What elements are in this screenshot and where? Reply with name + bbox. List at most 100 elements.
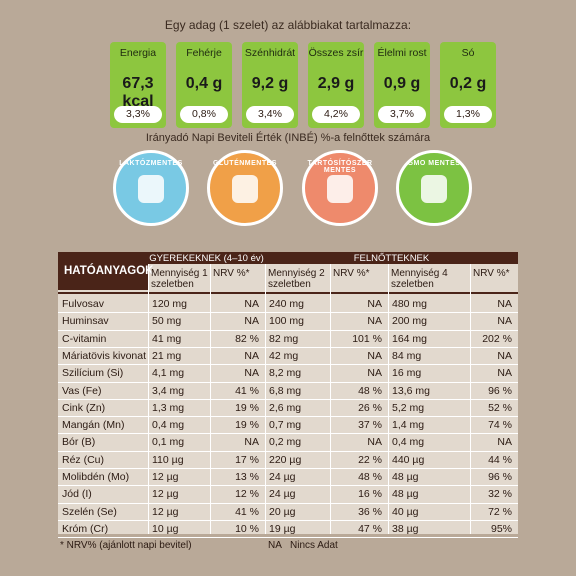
row-line [58,329,518,331]
nutrition-value: 2,9 g [317,75,355,92]
ingredient-name: Szelén (Se) [62,505,117,518]
column-header: NRV %* [333,268,370,279]
table-cell: NA [367,367,382,380]
ingredient-name: C-vitamin [62,332,107,345]
table-cell: 48 µg [392,471,419,483]
table-cell: 13,6 mg [392,384,430,397]
nutrition-value: 67,3 kcal [122,75,154,110]
column-divider [210,264,211,534]
table-cell: 40 µg [392,505,419,518]
table-cell: 20 µg [269,505,296,518]
title-cell [58,252,148,290]
nutrition-percent: 0,8% [180,106,228,123]
table-cell: 38 µg [392,522,419,535]
table-cell: 3,4 mg [152,384,185,397]
ingredient-name: Huminsav [62,315,109,328]
ingredient-name: Mangán (Mn) [62,419,125,432]
table-cell: 82 % [235,332,259,345]
table-cell: 8,2 mg [269,367,302,380]
row-line [58,398,518,400]
table-cell: NA [497,367,512,380]
nutrition-label: Szénhidrát [244,47,296,59]
nutrition-percent: 3,4% [246,106,294,123]
table-cell: 164 mg [392,332,428,345]
table-cell: 26 % [358,401,382,414]
badge-text: GMO MENTES [407,160,461,167]
table-cell: 19 % [235,419,259,432]
table-cell: 37 % [358,419,382,432]
table-cell: 0,2 mg [269,436,302,449]
table-cell: 96 % [488,471,512,483]
nutrition-box: Élelmi rost 0,9 g 3,7% [374,42,430,128]
badge-icon [327,175,353,203]
group-header: GYEREKEKNEK (4–10 év) [149,253,264,264]
table-cell: 101 % [352,332,382,345]
table-cell: 12 µg [152,488,179,501]
table-cell: 100 mg [269,315,305,328]
table-bg [58,252,518,534]
table-cell: 220 µg [269,453,302,466]
table-cell: 32 % [488,488,512,501]
badge-icon [232,175,258,203]
table-cell: NA [497,315,512,328]
nutrition-box: Fehérje 0,4 g 0,8% [176,42,232,128]
row-line [58,346,518,348]
nutrition-label: Élelmi rost [377,47,427,59]
ingredient-name: Máriatövis kivonat [62,349,147,362]
note: Irányadó Napi Beviteli Érték (INBÉ) %-a … [145,132,431,144]
row-line [58,502,518,504]
ingredient-name: Fulvosav [62,298,105,310]
table-cell: 44 % [488,453,512,466]
badge: GMO MENTES [396,150,472,226]
column-divider [148,264,149,534]
table-cell: 16 mg [392,367,422,380]
table-cell: NA [244,315,259,328]
table-cell: 72 % [488,505,512,518]
row-line [58,364,518,366]
table-cell: 440 µg [392,453,425,466]
table-cell: NA [497,349,512,362]
ingredient-name: Réz (Cu) [62,453,105,466]
table-cell: 120 mg [152,298,188,310]
intro: Egy adag (1 szelet) az alábbiakat tartal… [164,18,412,32]
table-cell: 4,1 mg [152,367,185,380]
nutrition-value: 0,9 g [383,75,421,92]
table-cell: 0,4 mg [392,436,425,449]
table-cell: 0,7 mg [269,419,302,432]
group-band [148,252,518,264]
table-cell: NA [244,349,259,362]
table-cell: 52 % [488,401,512,414]
nutrition-label: Fehérje [186,47,222,59]
column-header: Mennyiség 1 szeletben [151,268,208,290]
table-cell: NA [367,349,382,362]
footnote: * NRV% (ajánlott napi bevitel) [60,540,192,551]
table-cell: 1,3 mg [152,401,185,414]
row-line [58,485,518,487]
table-cell: 48 µg [392,488,419,501]
column-divider [470,264,471,534]
row-line [58,433,518,435]
table-cell: 74 % [488,419,512,432]
table-cell: 0,4 mg [152,419,185,432]
table-cell: 95% [490,522,512,535]
ingredient-name: Bór (B) [62,436,96,449]
table-cell: 42 mg [269,349,299,362]
table-cell: NA [244,298,259,310]
nutrition-value: 0,4 g [185,75,223,92]
row-line [58,312,518,314]
ingredient-name: Jód (I) [62,488,92,501]
group-header: FELNŐTTEKNEK [353,253,430,264]
nutrition-percent: 3,3% [114,106,162,123]
nutrition-label: Só [461,47,475,59]
ingredient-name: Vas (Fe) [62,384,102,397]
table-title: HATÓANYAGOK [64,265,154,277]
table-cell: 84 mg [392,349,422,362]
row-line [58,450,518,452]
table-cell: 202 % [482,332,512,345]
table-cell: 0,1 mg [152,436,185,449]
table-cell: 16 % [358,488,382,501]
badge-text: LAKTÓZMENTES [119,160,183,167]
nutrition-box: Só 0,2 g 1,3% [440,42,496,128]
table-cell: 13 % [235,471,259,483]
